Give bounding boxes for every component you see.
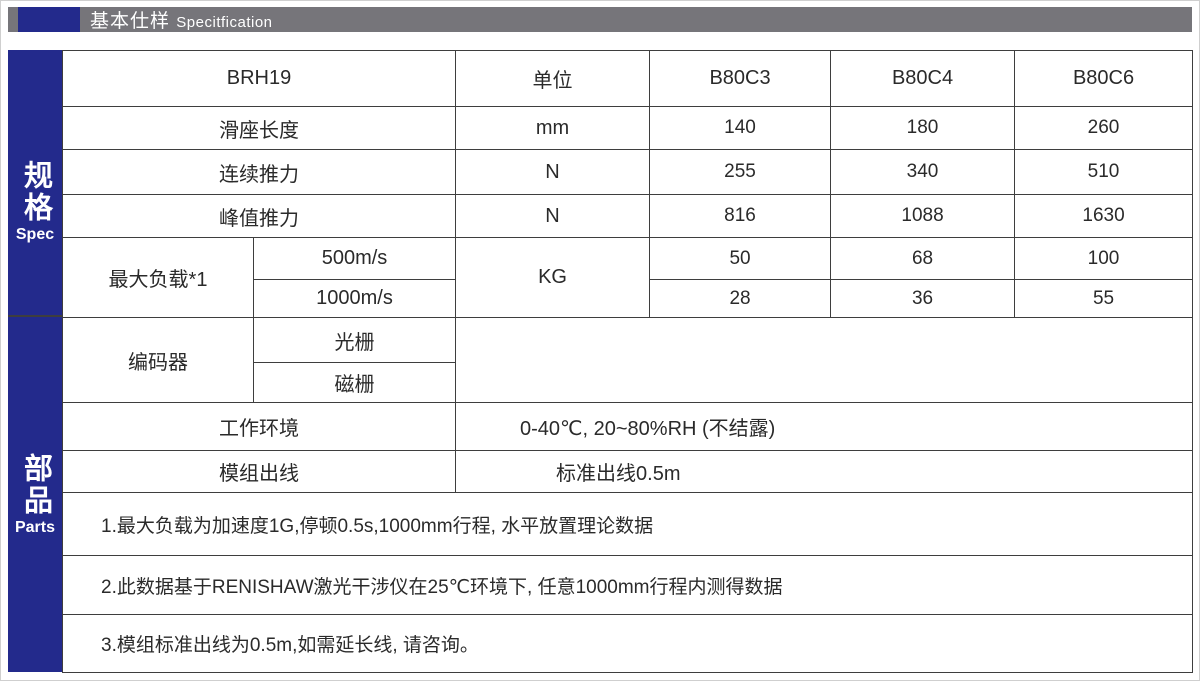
peak-thrust-b80c3: 816 [649, 194, 832, 238]
cable-label: 模组出线 [61, 450, 457, 493]
row-slide-length: 滑座长度 mm 140 180 260 [61, 106, 1194, 150]
max-load-500-b80c6: 100 [1014, 237, 1194, 280]
max-load-500-b80c3: 50 [649, 237, 832, 280]
row-cable: 模组出线 标准出线0.5m [61, 450, 1194, 493]
encoder-label: 编码器 [62, 317, 254, 403]
slide-length-b80c3: 140 [649, 106, 832, 150]
row-peak-thrust: 峰值推力 N 816 1088 1630 [61, 194, 1194, 238]
sidebar-spec-label-zh: 规格 [19, 159, 52, 224]
sidebar-parts-label-zh: 部品 [19, 452, 52, 517]
max-load-1000-b80c6: 55 [1014, 279, 1194, 318]
continuous-thrust-unit: N [455, 149, 651, 195]
slide-length-b80c6: 260 [1014, 106, 1194, 150]
row-max-load-1000: 1000m/s 28 36 55 [63, 279, 1194, 318]
note-1: 1.最大负载为加速度1G,停顿0.5s,1000mm行程, 水平放置理论数据 [61, 492, 1194, 556]
unit-header-cell: 单位 [455, 50, 651, 107]
continuous-thrust-label: 连续推力 [61, 149, 457, 195]
note-3: 3.模组标准出线为0.5m,如需延长线, 请咨询。 [61, 614, 1194, 673]
peak-thrust-unit: N [455, 194, 651, 238]
sidebar-spec-label-en: Spec [15, 225, 55, 243]
peak-thrust-b80c6: 1630 [1014, 194, 1194, 238]
row-environment: 工作环境 0-40℃, 20~80%RH (不结露) [61, 402, 1194, 451]
sidebar-parts: 部品 Parts [8, 317, 62, 672]
environment-value: 0-40℃, 20~80%RH (不结露) [455, 402, 1194, 451]
peak-thrust-b80c4: 1088 [830, 194, 1016, 238]
encoder-magnetic-label: 磁栅 [252, 362, 457, 403]
spec-table: BRH19 单位 B80C3 B80C4 B80C6 滑座长度 mm 140 1… [61, 50, 1194, 673]
encoder-value-cell [455, 317, 1194, 403]
row-note-1: 1.最大负载为加速度1G,停顿0.5s,1000mm行程, 水平放置理论数据 [61, 492, 1194, 556]
row-continuous-thrust: 连续推力 N 255 340 510 [61, 149, 1194, 195]
peak-thrust-label: 峰值推力 [61, 194, 457, 238]
sidebar-parts-label-en: Parts [14, 518, 56, 536]
continuous-thrust-b80c3: 255 [649, 149, 832, 195]
row-note-3: 3.模组标准出线为0.5m,如需延长线, 请咨询。 [61, 614, 1194, 673]
slide-length-b80c4: 180 [830, 106, 1016, 150]
row-encoder-optical: 编码器 光栅 [62, 317, 1194, 403]
section-title-en: Specitfication [176, 14, 273, 31]
row-max-load-500: 最大负载*1 500m/s KG 50 68 100 [62, 237, 1194, 318]
column-b80c6: B80C6 [1014, 50, 1194, 107]
continuous-thrust-b80c4: 340 [830, 149, 1016, 195]
note-2: 2.此数据基于RENISHAW激光干涉仪在25℃环境下, 任意1000mm行程内… [61, 555, 1194, 615]
slide-length-label: 滑座长度 [61, 106, 457, 150]
max-load-1000-b80c3: 28 [649, 279, 832, 318]
max-load-1000-b80c4: 36 [830, 279, 1016, 318]
row-header: BRH19 单位 B80C3 B80C4 B80C6 [61, 50, 1194, 107]
row-note-2: 2.此数据基于RENISHAW激光干涉仪在25℃环境下, 任意1000mm行程内… [61, 555, 1194, 615]
max-load-500-b80c4: 68 [830, 237, 1016, 280]
column-b80c3: B80C3 [649, 50, 832, 107]
section-title: 基本仕样 Specitfication [90, 6, 273, 33]
max-load-label: 最大负载*1 [62, 237, 254, 318]
cable-value: 标准出线0.5m [455, 450, 1194, 493]
continuous-thrust-b80c6: 510 [1014, 149, 1194, 195]
max-load-500-label: 500m/s [252, 237, 457, 280]
model-cell: BRH19 [61, 50, 457, 107]
column-b80c4: B80C4 [830, 50, 1016, 107]
environment-label: 工作环境 [61, 402, 457, 451]
slide-length-unit: mm [455, 106, 651, 150]
max-load-1000-label: 1000m/s [252, 279, 457, 318]
encoder-optical-label: 光栅 [252, 317, 457, 363]
section-title-zh: 基本仕样 [90, 11, 171, 32]
header-accent-block [18, 7, 80, 32]
max-load-unit: KG [455, 237, 651, 318]
sidebar-spec: 规格 Spec [8, 50, 62, 317]
section-header-bar: 基本仕样 Specitfication [8, 7, 1192, 32]
